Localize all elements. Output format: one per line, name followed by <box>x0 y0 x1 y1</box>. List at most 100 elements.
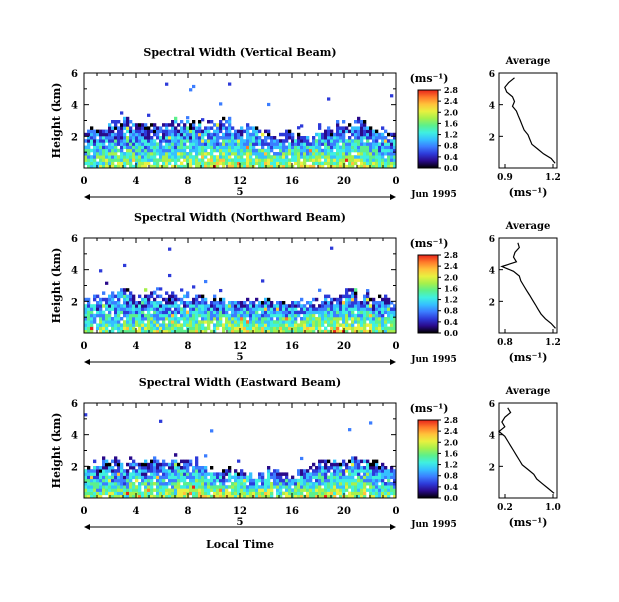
heatmap-cell <box>111 491 115 496</box>
heatmap-cell <box>123 123 127 127</box>
heatmap-cell <box>201 317 205 321</box>
heatmap-cell <box>339 297 343 302</box>
heatmap-cell <box>165 136 169 140</box>
heatmap-cell <box>357 466 361 470</box>
heatmap-cell <box>96 326 100 331</box>
heatmap-cell <box>306 317 310 321</box>
heatmap-cell <box>258 161 262 166</box>
heatmap-cell <box>273 329 277 334</box>
heatmap-cell <box>291 158 295 162</box>
heatmap-cell <box>366 488 370 492</box>
heatmap-cell <box>318 288 322 292</box>
heatmap-cell <box>276 485 280 489</box>
heatmap-cell <box>354 459 358 464</box>
heatmap-cell <box>330 297 334 302</box>
heatmap-cell <box>252 491 256 496</box>
heatmap-cell <box>351 288 355 292</box>
heatmap-cell <box>174 475 178 480</box>
heatmap-cell <box>255 488 259 492</box>
heatmap-cell <box>126 152 130 156</box>
heatmap-cell <box>174 459 178 464</box>
heatmap-cell <box>375 485 379 489</box>
heatmap-cell <box>363 132 367 137</box>
heatmap-cell <box>123 304 127 308</box>
heatmap-cell <box>303 488 307 492</box>
heatmap-cell <box>297 323 301 327</box>
heatmap-cell <box>84 472 88 476</box>
heatmap-cell <box>276 142 280 146</box>
heatmap-cell <box>339 129 343 134</box>
heatmap-cell <box>255 126 259 130</box>
heatmap-cell <box>174 472 178 476</box>
heatmap-cell <box>318 469 322 473</box>
heatmap-cell <box>231 132 235 137</box>
heatmap-cell <box>369 164 373 169</box>
heatmap-cell <box>288 488 292 492</box>
heatmap-cell <box>183 469 187 473</box>
heatmap-cell <box>333 475 337 480</box>
heatmap-cell <box>153 475 157 480</box>
heatmap-cell <box>186 129 190 134</box>
heatmap-cell <box>225 142 229 146</box>
heatmap-cell <box>243 320 247 324</box>
heatmap-cell <box>285 161 289 166</box>
heatmap-cell <box>381 161 385 166</box>
heatmap-cell <box>237 478 241 483</box>
heatmap-cell <box>183 320 187 324</box>
heatmap-cell <box>228 478 232 483</box>
heatmap-cell <box>186 475 190 480</box>
colorbar-tick-label: 1.6 <box>444 283 458 293</box>
heatmap-cell <box>327 139 331 143</box>
heatmap-cell <box>357 462 361 467</box>
heatmap-cell <box>219 323 223 327</box>
heatmap-cell <box>207 132 211 137</box>
heatmap-cell <box>141 475 145 480</box>
heatmap-cell <box>276 145 280 150</box>
heatmap-cell <box>198 485 202 489</box>
heatmap-cell <box>84 310 88 315</box>
heatmap-cell <box>291 494 295 499</box>
heatmap-cell <box>93 491 97 496</box>
colorbar-tick-label: 0.8 <box>444 471 458 481</box>
heatmap-cell <box>102 466 106 470</box>
heatmap-cell <box>279 313 283 318</box>
heatmap-cell <box>204 301 208 305</box>
heatmap-cell <box>159 329 163 334</box>
heatmap-cell <box>297 152 301 156</box>
heatmap-cell <box>120 466 124 470</box>
heatmap-cell <box>354 326 358 331</box>
heatmap-cell <box>213 164 217 169</box>
heatmap-cell <box>297 488 301 492</box>
profile-x-tick-label: 0.9 <box>497 173 513 183</box>
heatmap-cell <box>177 297 181 302</box>
heatmap-cell <box>285 155 289 159</box>
heatmap-cell <box>195 301 199 305</box>
heatmap-cell <box>138 142 142 146</box>
heatmap-cell <box>108 126 112 130</box>
heatmap-cell <box>120 494 124 499</box>
heatmap-cell <box>336 132 340 137</box>
heatmap-cell <box>390 466 394 470</box>
heatmap-cell <box>354 485 358 489</box>
heatmap-cell <box>147 475 151 480</box>
heatmap-cell <box>201 313 205 318</box>
heatmap-cell <box>219 161 223 166</box>
heatmap-cell <box>363 294 367 299</box>
heatmap-cell <box>153 126 157 130</box>
heatmap-cell <box>246 307 250 311</box>
heatmap-cell <box>336 329 340 334</box>
heatmap-cell <box>183 475 187 480</box>
heatmap-cell <box>387 148 391 153</box>
heatmap-cell <box>195 485 199 489</box>
heatmap-cell <box>171 313 175 318</box>
heatmap-cell <box>348 428 352 432</box>
heatmap-cell <box>378 329 382 334</box>
heatmap-cell <box>279 145 283 150</box>
heatmap-cell <box>390 142 394 146</box>
heatmap-cell <box>102 475 106 480</box>
heatmap-cell <box>333 310 337 315</box>
heatmap-cell <box>111 323 115 327</box>
heatmap-cell <box>309 317 313 321</box>
heatmap-cell <box>207 307 211 311</box>
heatmap-cell <box>153 142 157 146</box>
